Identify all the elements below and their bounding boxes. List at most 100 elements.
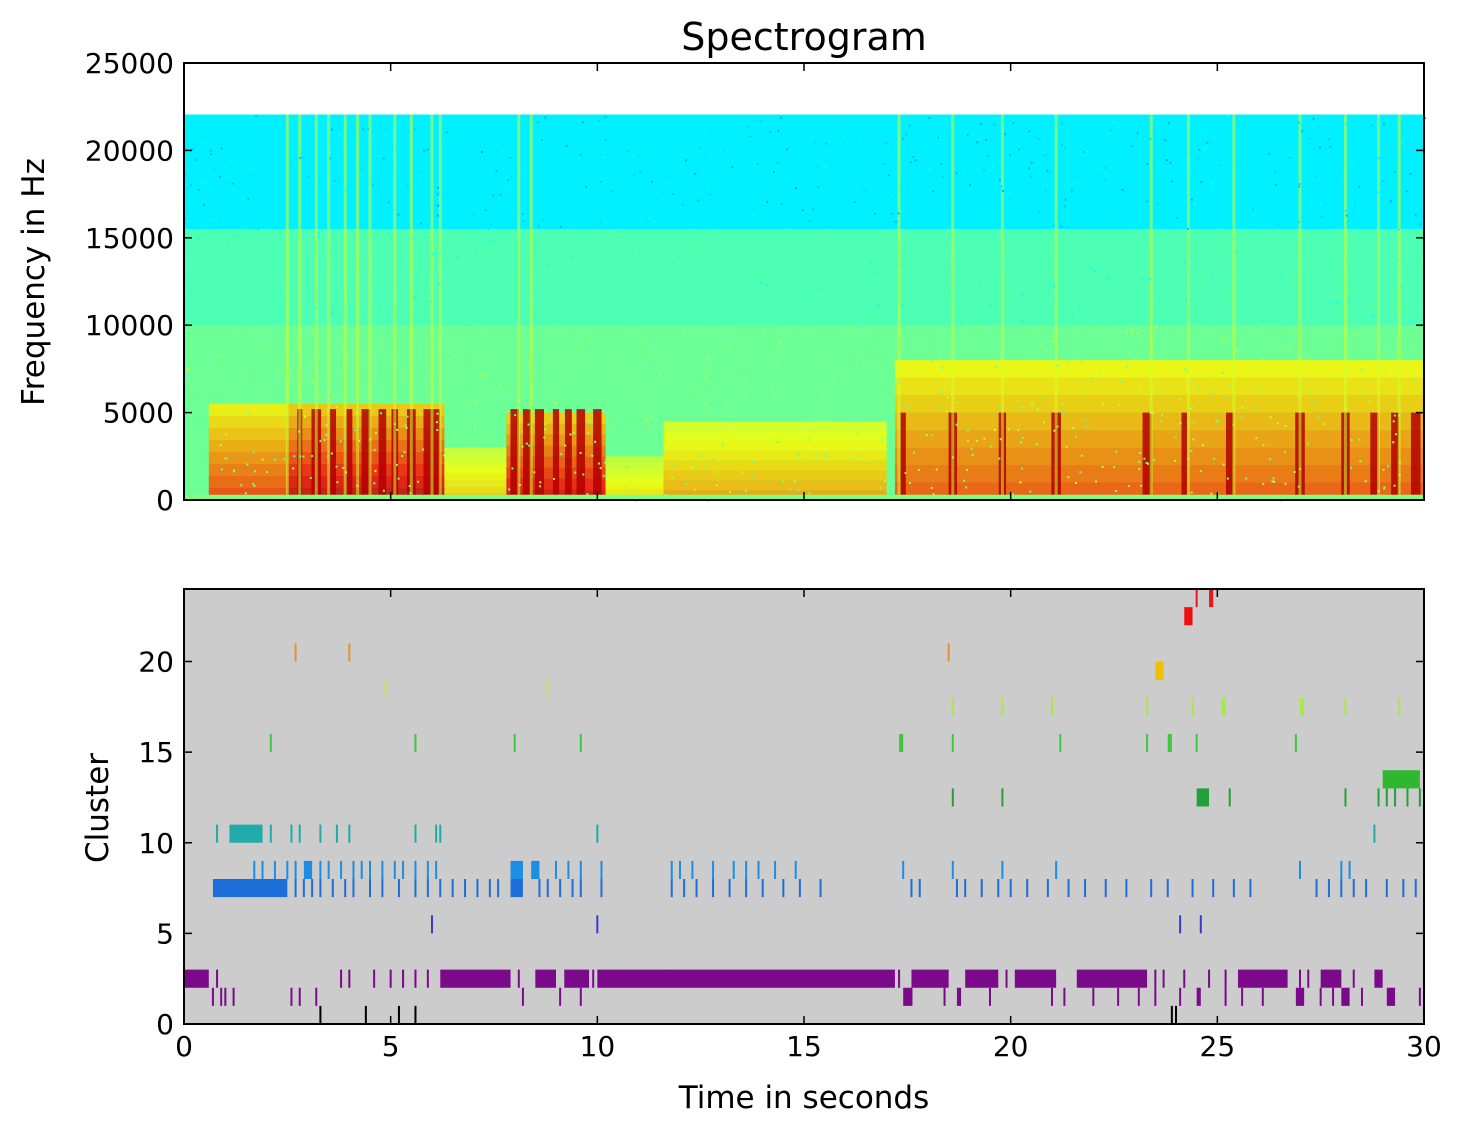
speckle bbox=[606, 430, 609, 433]
cluster-2-event bbox=[592, 969, 595, 988]
cluster-1-event bbox=[1063, 987, 1066, 1006]
speckle bbox=[226, 243, 229, 246]
speckle bbox=[1377, 157, 1380, 160]
speckle bbox=[912, 155, 915, 158]
cluster-8-event bbox=[319, 860, 322, 879]
burst-2 bbox=[329, 409, 337, 495]
speckle bbox=[1330, 301, 1333, 304]
speckle bbox=[283, 458, 286, 461]
speckle bbox=[1139, 129, 1142, 132]
speckle bbox=[1044, 338, 1047, 341]
speckle bbox=[220, 468, 223, 471]
cluster-1-event bbox=[943, 987, 946, 1006]
speckle bbox=[1049, 171, 1052, 174]
speckle bbox=[1319, 146, 1322, 149]
speckle bbox=[329, 157, 332, 160]
speckle bbox=[343, 188, 346, 191]
cluster-1-event bbox=[232, 987, 235, 1006]
speckle bbox=[204, 371, 207, 374]
speckle bbox=[696, 237, 699, 240]
speckle bbox=[1288, 156, 1291, 159]
speckle bbox=[1344, 209, 1347, 212]
speckle bbox=[336, 157, 339, 160]
energy-segment-5 bbox=[663, 460, 887, 471]
speckle bbox=[373, 482, 376, 485]
cluster-10-event bbox=[298, 824, 301, 843]
speckle bbox=[601, 116, 604, 119]
cluster-7-event bbox=[1352, 879, 1355, 898]
speckle bbox=[396, 428, 399, 431]
speckle bbox=[1139, 452, 1142, 455]
speckle bbox=[1146, 462, 1149, 465]
speckle bbox=[339, 272, 342, 275]
cluster-10-event bbox=[290, 824, 293, 843]
speckle bbox=[999, 405, 1002, 408]
speckle bbox=[902, 137, 905, 140]
speckle bbox=[1357, 333, 1360, 336]
speckle bbox=[575, 238, 578, 241]
speckle bbox=[252, 482, 255, 485]
speckle bbox=[579, 154, 582, 157]
speckle bbox=[1210, 277, 1213, 280]
speckle bbox=[1000, 185, 1003, 188]
speckle bbox=[721, 352, 724, 355]
speckle bbox=[1213, 325, 1216, 328]
speckle bbox=[425, 231, 428, 234]
cluster-18-event bbox=[385, 679, 388, 698]
speckle bbox=[1293, 471, 1296, 474]
speckle bbox=[649, 351, 652, 354]
speckle bbox=[726, 183, 729, 186]
speckle bbox=[625, 486, 628, 489]
speckle bbox=[1115, 489, 1118, 492]
speckle bbox=[858, 454, 861, 457]
speckle bbox=[232, 470, 235, 473]
speckle bbox=[380, 412, 383, 415]
cluster-0-event bbox=[364, 1005, 367, 1024]
speckle bbox=[1006, 192, 1009, 195]
cluster-2-segment bbox=[965, 969, 999, 988]
speckle bbox=[565, 284, 568, 287]
speckle bbox=[753, 214, 756, 217]
speckle bbox=[971, 453, 974, 456]
speckle bbox=[304, 415, 307, 418]
spec-ytick-label: 25000 bbox=[85, 47, 174, 80]
cluster-7-event bbox=[1009, 879, 1012, 898]
speckle bbox=[1268, 152, 1271, 155]
speckle bbox=[1298, 183, 1301, 186]
speckle bbox=[1031, 404, 1034, 407]
speckle bbox=[795, 187, 798, 190]
speckle bbox=[323, 439, 326, 442]
speckle bbox=[1392, 420, 1395, 423]
speckle bbox=[511, 467, 514, 470]
speckle bbox=[1165, 252, 1168, 255]
speckle bbox=[466, 323, 469, 326]
cluster-xtick-label: 10 bbox=[580, 1030, 616, 1063]
speckle bbox=[1345, 258, 1348, 261]
speckle bbox=[1162, 315, 1165, 318]
speckle bbox=[302, 455, 305, 458]
speckle bbox=[873, 248, 876, 251]
speckle bbox=[184, 173, 187, 176]
speckle bbox=[1173, 351, 1176, 354]
speckle bbox=[1320, 216, 1323, 219]
speckle bbox=[1056, 425, 1059, 428]
speckle bbox=[481, 243, 484, 246]
speckle bbox=[639, 171, 642, 174]
speckle bbox=[807, 439, 810, 442]
speckle bbox=[525, 442, 528, 445]
speckle bbox=[1362, 264, 1365, 267]
speckle bbox=[564, 444, 567, 447]
speckle bbox=[262, 213, 265, 216]
speckle bbox=[691, 466, 694, 469]
speckle bbox=[775, 364, 778, 367]
speckle bbox=[1198, 148, 1201, 151]
speckle bbox=[486, 283, 489, 286]
speckle bbox=[1004, 133, 1007, 136]
energy-segment-6 bbox=[894, 395, 1424, 413]
speckle bbox=[627, 150, 630, 153]
speckle bbox=[1154, 326, 1157, 329]
speckle bbox=[1138, 467, 1141, 470]
speckle bbox=[404, 424, 407, 427]
speckle bbox=[1170, 194, 1173, 197]
speckle bbox=[851, 211, 854, 214]
